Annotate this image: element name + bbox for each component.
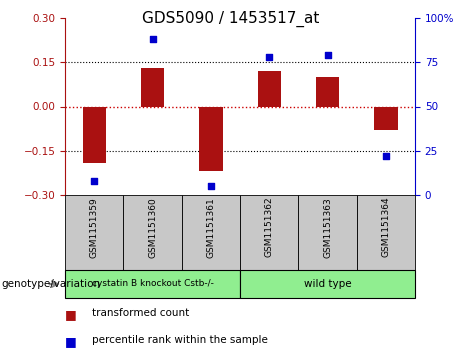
Text: percentile rank within the sample: percentile rank within the sample [92,335,268,345]
Bar [83,106,106,163]
Bar [141,68,164,106]
Bar [199,106,223,171]
Bar [258,71,281,106]
Text: ■: ■ [65,308,76,321]
Text: transformed count: transformed count [92,308,189,318]
Bar [316,77,339,106]
Text: cystatin B knockout Cstb-/-: cystatin B knockout Cstb-/- [92,280,213,289]
Text: genotype/variation: genotype/variation [1,279,100,289]
Text: wild type: wild type [304,279,351,289]
Point [90,178,98,184]
Text: GSM1151364: GSM1151364 [381,197,390,257]
Text: GSM1151359: GSM1151359 [90,197,99,258]
Text: GDS5090 / 1453517_at: GDS5090 / 1453517_at [142,11,319,27]
Text: GSM1151360: GSM1151360 [148,197,157,258]
Bar [374,106,397,130]
Text: GSM1151363: GSM1151363 [323,197,332,258]
Text: GSM1151362: GSM1151362 [265,197,274,257]
Point [324,52,331,58]
Text: GSM1151361: GSM1151361 [207,197,215,258]
Point [149,36,156,42]
Point [382,153,390,159]
Point [207,183,214,189]
Point [266,54,273,60]
Text: ■: ■ [65,335,76,348]
